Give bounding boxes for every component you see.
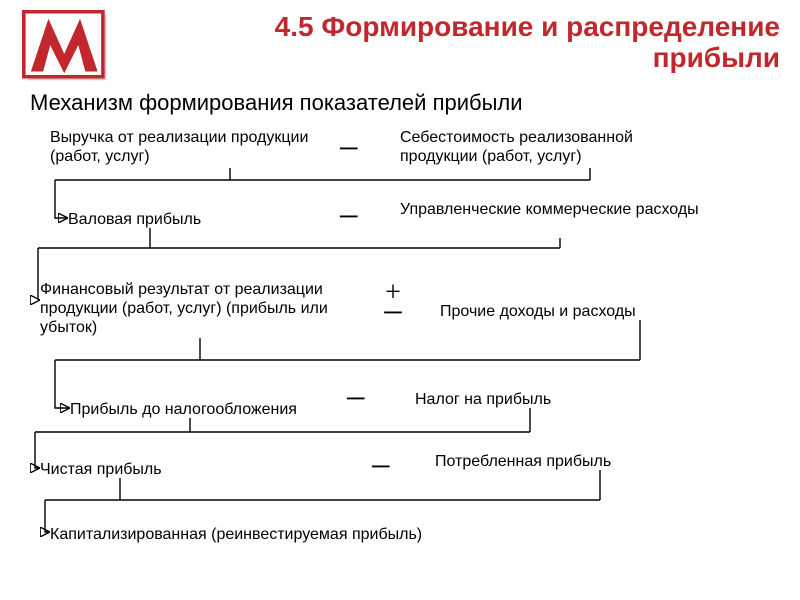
operator-row1-minus: −	[338, 130, 359, 168]
node-gross-profit: Валовая прибыль	[68, 210, 288, 229]
operator-row2-minus: −	[338, 198, 359, 236]
slide-subtitle: Механизм формирования показателей прибыл…	[30, 90, 523, 116]
node-net-profit: Чистая прибыль	[40, 460, 260, 479]
slide-root: 4.5 Формирование и распределение прибыли…	[0, 0, 800, 600]
operator-row5-minus: −	[370, 448, 391, 486]
node-cost: Себестоимость реализованной продукции (р…	[400, 128, 700, 166]
node-admin-expenses: Управленческие коммерческие расходы	[400, 200, 700, 219]
node-income-tax: Налог на прибыль	[415, 390, 665, 409]
node-retained-profit: Капитализированная (реинвестируемая приб…	[50, 525, 550, 544]
node-operating-result: Финансовый результат от реализации проду…	[40, 280, 340, 338]
logo-icon	[22, 10, 110, 82]
operator-row3-plusminus: + −	[378, 282, 408, 323]
operator-row4-minus: −	[345, 380, 366, 418]
slide-title: 4.5 Формирование и распределение прибыли	[150, 12, 780, 74]
operator-minus: −	[378, 304, 408, 323]
node-other-income: Прочие доходы и расходы	[440, 302, 740, 321]
node-consumed-profit: Потребленная прибыль	[435, 452, 695, 471]
node-revenue: Выручка от реализации продукции (работ, …	[50, 128, 310, 166]
node-pretax-profit: Прибыль до налогообложения	[70, 400, 350, 419]
